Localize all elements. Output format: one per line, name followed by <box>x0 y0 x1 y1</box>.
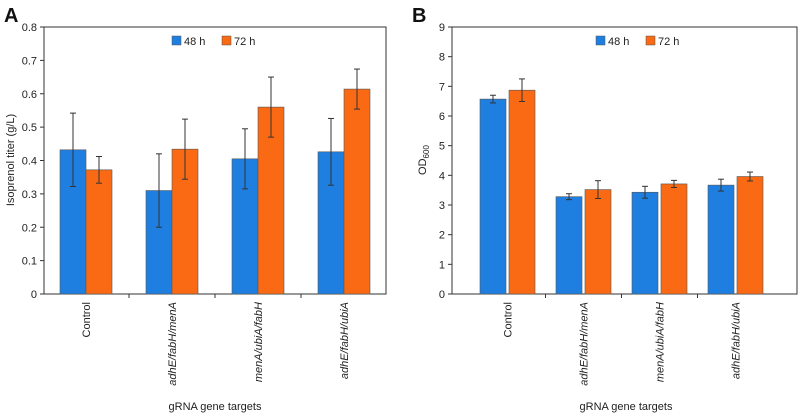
bar-72h-1 <box>508 89 536 295</box>
y-tick-label: 0 <box>439 289 445 301</box>
y-axis-title: Isoprenol titer (g/L) <box>5 114 17 206</box>
y-tick-label: 5 <box>439 141 445 153</box>
bar-72h-4 <box>736 176 764 295</box>
legend-label: 48 h <box>608 36 629 48</box>
category-label: menA/ubiA/fabH <box>253 302 265 382</box>
bar-48h-2 <box>555 196 583 295</box>
legend-label: 72 h <box>234 36 255 48</box>
legend-label: 48 h <box>184 36 205 48</box>
y-tick-label: 0.2 <box>22 222 37 234</box>
panel-letter: A <box>4 5 18 27</box>
x-axis-title: gRNA gene targets <box>580 401 673 413</box>
chart-panel-b: B 0 1 2 3 4 5 6 7 8 9 OD600 Control adhE/fabH/menA men… <box>412 5 798 413</box>
legend-swatch <box>645 35 656 46</box>
bar-72h-4 <box>343 88 371 295</box>
y-tick-label: 0.1 <box>22 256 37 268</box>
y-axis-title: OD600 <box>417 145 431 175</box>
x-axis-title: gRNA gene targets <box>169 401 262 413</box>
category-label: adhE/fabH/ubiA <box>731 302 743 379</box>
bar-72h-3 <box>257 106 285 295</box>
bar-72h-1 <box>85 169 113 295</box>
category-label: adhE/fabH/ubiA <box>339 302 351 379</box>
y-tick-label: 3 <box>439 200 445 212</box>
legend-label: 72 h <box>658 36 679 48</box>
category-label: adhE/fabH/menA <box>167 302 179 386</box>
y-tick-label: 0.3 <box>22 189 37 201</box>
panel-letter: B <box>412 5 426 27</box>
y-tick-label: 6 <box>439 111 445 123</box>
plot-frame <box>451 26 798 295</box>
bar-48h-3 <box>631 191 659 295</box>
y-tick-label: 0.8 <box>22 22 37 34</box>
y-axis-title-subscript: 600 <box>422 145 431 159</box>
y-tick-label: 1 <box>439 259 445 271</box>
y-tick-label: 0.7 <box>22 55 37 67</box>
bar-72h-2 <box>584 189 612 295</box>
legend-swatch <box>171 35 182 46</box>
bar-72h-3 <box>660 183 688 295</box>
chart-panel-a: A 0 0.1 0.2 0.3 0.4 0.5 0.6 0.7 0.8 Isoprenol tite… <box>4 5 387 413</box>
bar-48h-1 <box>479 98 507 295</box>
y-tick-label: 7 <box>439 81 445 93</box>
legend-swatch <box>221 35 232 46</box>
y-tick-label: 0.6 <box>22 89 37 101</box>
legend-swatch <box>595 35 606 46</box>
y-tick-label: 2 <box>439 230 445 242</box>
y-tick-label: 0.5 <box>22 122 37 134</box>
y-tick-label: 8 <box>439 52 445 64</box>
category-label: Control <box>81 302 93 337</box>
y-tick-label: 0.4 <box>22 156 37 168</box>
y-tick-label: 4 <box>439 170 445 182</box>
bar-48h-4 <box>707 184 735 295</box>
y-tick-label: 0 <box>31 289 37 301</box>
y-tick-label: 9 <box>439 22 445 34</box>
category-label: Control <box>503 302 515 337</box>
category-label: adhE/fabH/menA <box>579 302 591 386</box>
category-label: menA/ubiA/fabH <box>655 302 667 382</box>
